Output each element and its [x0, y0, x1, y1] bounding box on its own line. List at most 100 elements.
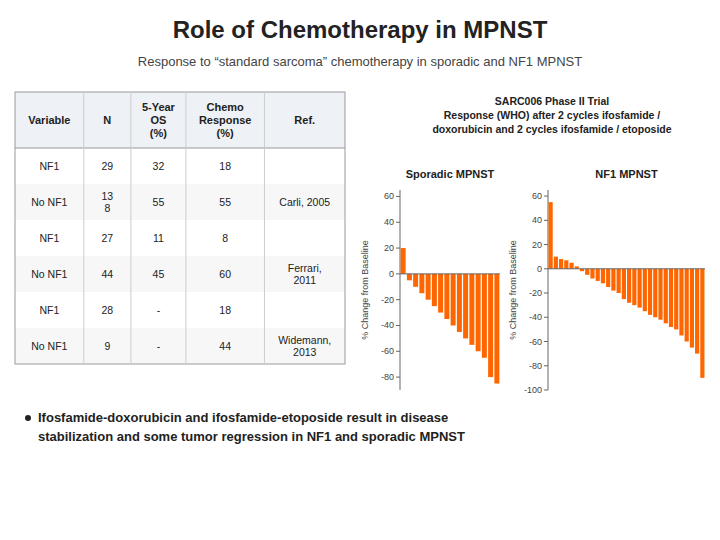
bar	[627, 269, 631, 303]
annotation: Ifosfamide-doxorubicin and ifosfamide-et…	[38, 410, 465, 444]
tick-label: -60	[381, 346, 394, 356]
bar	[413, 274, 418, 287]
table-cell: 138	[101, 190, 113, 214]
tick-label: -60	[529, 337, 542, 347]
bar	[653, 269, 657, 317]
table-cell: -	[157, 340, 161, 352]
bars	[549, 202, 705, 378]
table-cell: Ferrari,2011	[288, 262, 322, 286]
tick	[396, 196, 400, 197]
subtitle: Response to “standard sarcoma” chemother…	[138, 54, 582, 69]
table-cell: 8	[222, 232, 228, 244]
bar	[664, 269, 668, 324]
table-cell: NF1	[39, 232, 59, 244]
bar	[585, 269, 589, 275]
tick-label: 60	[532, 191, 542, 201]
tick-label: -100	[524, 385, 542, 395]
bar	[569, 263, 573, 269]
bar	[622, 269, 626, 299]
tick-label: -80	[381, 372, 394, 382]
bar	[419, 274, 424, 293]
table-cell: 28	[101, 304, 113, 316]
annotation: SARC006 Phase II TrialResponse (WHO) aft…	[432, 95, 671, 135]
tick-label: -20	[381, 295, 394, 305]
table-border	[15, 92, 345, 364]
table-col-line	[185, 92, 186, 364]
bar	[451, 274, 456, 326]
bar	[482, 274, 487, 358]
table-cell: 60	[219, 268, 231, 280]
table-header: ChemoResponse(%)	[199, 101, 252, 139]
page: Role of Chemotherapy in MPNST Response to…	[0, 0, 720, 540]
table-cell: 27	[101, 232, 113, 244]
bar	[554, 257, 558, 269]
bar	[700, 269, 704, 378]
bar	[469, 274, 474, 345]
table-cell: NF1	[39, 160, 59, 172]
table-header: N	[103, 114, 111, 126]
table-row-bg	[15, 328, 345, 364]
bars	[401, 248, 500, 383]
tick	[544, 341, 548, 342]
table-header-line	[15, 148, 345, 149]
tick-label: 0	[389, 269, 394, 279]
bar	[637, 269, 641, 308]
bar	[444, 274, 449, 319]
table-header-bg	[15, 92, 345, 148]
axis-label: % Change from Baseline	[508, 240, 518, 340]
tick-label: -20	[529, 288, 542, 298]
bar	[643, 269, 647, 311]
title: Role of Chemotherapy in MPNST	[173, 16, 548, 43]
table-cell: NF1	[39, 304, 59, 316]
table-cell: 18	[219, 160, 231, 172]
table-cell: 55	[219, 196, 231, 208]
tick-label: 20	[384, 243, 394, 253]
tick-label: -40	[529, 312, 542, 322]
table-cell: 29	[101, 160, 113, 172]
table-row-bg	[15, 256, 345, 292]
table-cell: 11	[153, 232, 164, 244]
tick	[396, 248, 400, 249]
bar	[463, 274, 468, 339]
bar	[632, 269, 636, 305]
bar	[476, 274, 481, 351]
tick	[544, 220, 548, 221]
tick-label: 40	[532, 215, 542, 225]
zero-line	[400, 273, 500, 274]
tick-label: -40	[381, 320, 394, 330]
tick	[544, 317, 548, 318]
tick	[544, 196, 548, 197]
bar	[590, 269, 594, 279]
bar	[674, 269, 678, 330]
table-col-line	[264, 92, 265, 364]
table-cell: 44	[101, 268, 113, 280]
bar	[601, 269, 605, 284]
table-header: 5-YearOS(%)	[142, 101, 176, 139]
tick	[396, 273, 400, 274]
bar	[438, 274, 443, 313]
bar	[690, 269, 694, 348]
bar	[488, 274, 493, 377]
bar	[617, 269, 621, 293]
bar	[648, 269, 652, 315]
table-cell: 44	[219, 340, 231, 352]
bar	[596, 269, 600, 281]
bar	[606, 269, 610, 287]
table-cell: Carli, 2005	[279, 196, 330, 208]
table-cell: 55	[153, 196, 165, 208]
table-cell: No NF1	[31, 340, 67, 352]
chart-title: NF1 MPNST	[595, 168, 658, 180]
bar	[457, 274, 462, 332]
bar	[611, 269, 615, 291]
tick	[544, 293, 548, 294]
zero-line	[548, 268, 705, 269]
table-cell: No NF1	[31, 268, 67, 280]
bar	[432, 274, 437, 306]
table-header: Variable	[28, 114, 70, 126]
table-row-bg	[15, 184, 345, 220]
tick	[544, 268, 548, 269]
bar	[401, 248, 406, 274]
tick-label: 20	[532, 240, 542, 250]
tick	[544, 390, 548, 391]
tick	[396, 325, 400, 326]
